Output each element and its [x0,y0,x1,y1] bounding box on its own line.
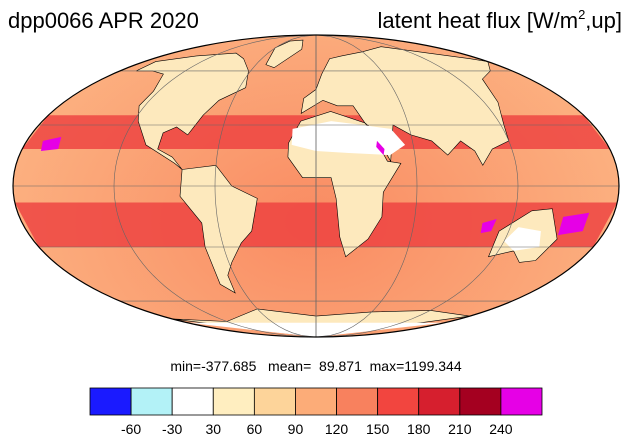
longitude-line [113,35,317,337]
colorbar-tick-label: 150 [365,421,390,437]
hotspot-4 [376,140,385,156]
continent-south-america [179,164,258,294]
hotspot-1 [40,136,62,151]
min-value: -377.685 [201,358,257,374]
australia-interior [504,227,541,251]
colorbar-tick-label: 90 [287,421,304,437]
map-title: dpp0066 APR 2020 [8,8,199,34]
longitude-line [315,35,418,337]
graticule [13,35,619,337]
map-date: APR 2020 [98,8,199,33]
longitude-line [315,35,519,337]
max-label: max= [369,358,405,374]
flux-hotspots [40,136,590,236]
colorbar-tick-label: 180 [407,421,431,437]
unit-tail: ,up] [585,8,622,33]
continent-north-america [136,52,249,170]
experiment-name: dpp0066 [8,8,94,33]
colorbar-tick-label: 240 [489,421,513,437]
max-value: 1199.344 [404,358,462,374]
longitude-line [214,35,317,337]
colorbar-tick-label: 30 [205,421,222,437]
colorbar-tick-label: 120 [324,421,349,437]
mean-value: 89.871 [319,358,362,374]
summary-stats: min=-377.685 mean= 89.871 max=1199.344 [0,358,632,374]
min-label: min= [170,358,202,374]
variable-name: latent heat flux [W/m [377,8,579,33]
colorbar-tick-label: 60 [246,421,263,437]
globe-outline [12,34,620,338]
land-masses [136,39,558,337]
colorbar-tick-label: -60 [120,421,142,437]
unit-superscript: 2 [578,7,586,22]
hotspot-2 [558,212,590,236]
variable-title: latent heat flux [W/m2,up] [378,8,622,34]
colorbar-tick-label: 210 [448,421,472,437]
colorbar-tick-label: -30 [162,421,183,437]
hotspot-3 [480,219,497,234]
mean-label: mean= [268,358,312,374]
